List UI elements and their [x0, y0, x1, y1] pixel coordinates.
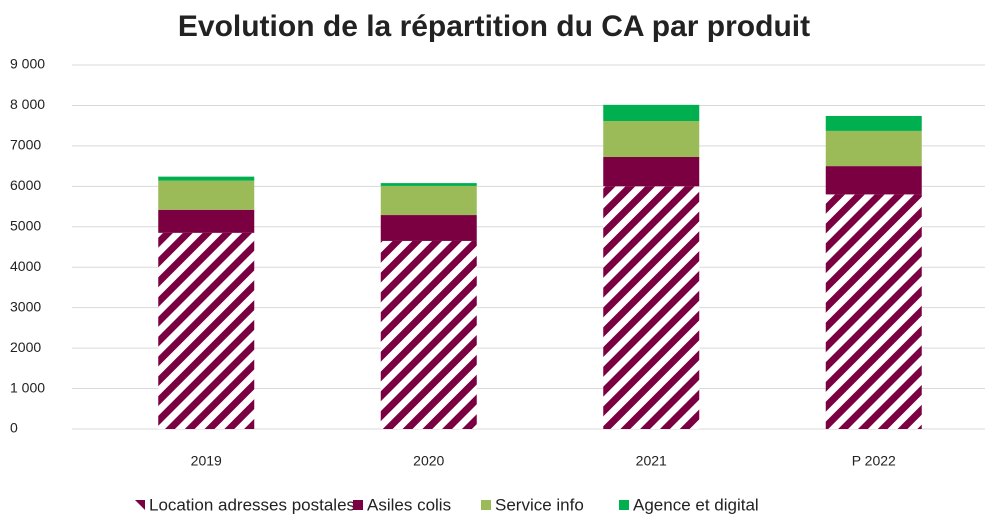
legend-label: Asiles colis [367, 495, 451, 514]
bar-segment [603, 121, 700, 158]
bar-segment [380, 185, 477, 216]
x-tick-label: 2019 [191, 453, 222, 469]
legend-swatch [481, 500, 491, 510]
y-tick-label: 1 000 [10, 379, 45, 395]
bar-segment [158, 232, 255, 429]
bar-segment [380, 240, 477, 429]
y-tick-label: 5000 [10, 217, 41, 233]
bar-segment [158, 180, 255, 210]
bar-segment [603, 104, 700, 122]
bar-segment [825, 194, 922, 429]
legend-swatch [135, 500, 145, 510]
y-tick-label: 7000 [10, 137, 41, 153]
bar-segment [603, 157, 700, 187]
bar-segment [825, 130, 922, 167]
bar-segment [603, 186, 700, 429]
y-tick-label: 9 000 [10, 56, 45, 72]
bar-segment [158, 209, 255, 233]
y-tick-label: 3000 [10, 298, 41, 314]
bar-segment [825, 166, 922, 195]
bar-segment [158, 176, 255, 181]
y-tick-label: 2000 [10, 339, 41, 355]
legend-label: Agence et digital [633, 495, 759, 514]
legend-label: Service info [495, 495, 584, 514]
bar-segment [380, 183, 477, 186]
x-tick-label: P 2022 [852, 453, 896, 469]
y-tick-label: 4000 [10, 258, 41, 274]
x-tick-label: 2020 [413, 453, 444, 469]
y-tick-label: 8 000 [10, 96, 45, 112]
bar-segment [825, 115, 922, 131]
y-tick-label: 0 [10, 420, 18, 436]
y-tick-label: 6000 [10, 177, 41, 193]
legend-swatch [353, 500, 363, 510]
chart-title: Evolution de la répartition du CA par pr… [178, 10, 810, 43]
x-tick-label: 2021 [636, 453, 667, 469]
legend-swatch [619, 500, 629, 510]
legend-label: Location adresses postales [149, 495, 355, 514]
bar-segment [380, 215, 477, 241]
